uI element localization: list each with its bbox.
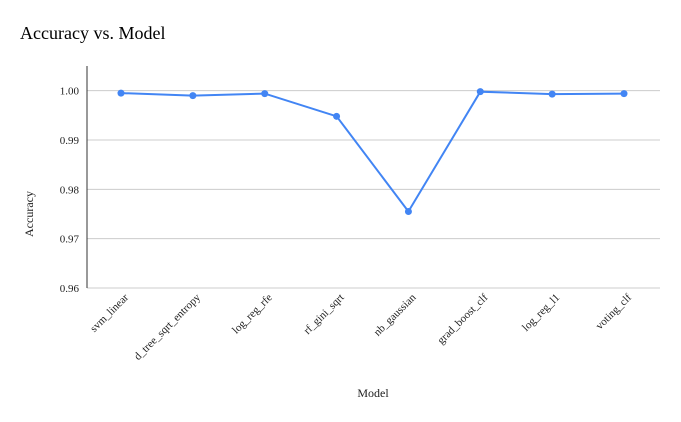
data-point — [620, 90, 628, 98]
x-tick-labels: svm_linear d_tree_sqrt_entropy log_reg_rfe… — [88, 291, 634, 362]
x-tick-label: log_reg_rfe — [230, 292, 275, 337]
y-tick-label: 0.98 — [60, 184, 80, 196]
data-point — [548, 90, 556, 98]
x-axis-title: Model — [357, 386, 389, 400]
x-tick-label: log_reg_l1 — [520, 292, 562, 334]
y-axis-title: Accuracy — [22, 191, 36, 237]
data-points — [117, 88, 628, 216]
x-tick-label: grad_boost_clf — [435, 291, 490, 346]
data-point — [476, 88, 484, 96]
data-point — [189, 92, 197, 100]
gridlines — [87, 90, 660, 289]
y-tick-label: 1.00 — [60, 86, 80, 98]
x-tick-label: voting_clf — [594, 291, 635, 332]
chart-title: Accuracy vs. Model — [20, 23, 165, 43]
x-tick-label: rf_gini_sqrt — [301, 292, 346, 337]
y-tick-label: 0.97 — [60, 234, 80, 246]
data-point — [261, 90, 269, 98]
data-point — [333, 112, 341, 120]
x-tick-label: nb_gaussian — [372, 291, 419, 338]
y-tick-labels: 0.96 0.97 0.98 0.99 1.00 — [60, 86, 80, 295]
x-tick-label: svm_linear — [88, 291, 131, 334]
series-line — [120, 90, 625, 214]
x-tick-label: d_tree_sqrt_entropy — [132, 291, 203, 362]
data-point — [117, 89, 125, 97]
data-point — [404, 208, 412, 216]
y-tick-label: 0.96 — [60, 283, 80, 295]
y-tick-label: 0.99 — [60, 135, 80, 147]
